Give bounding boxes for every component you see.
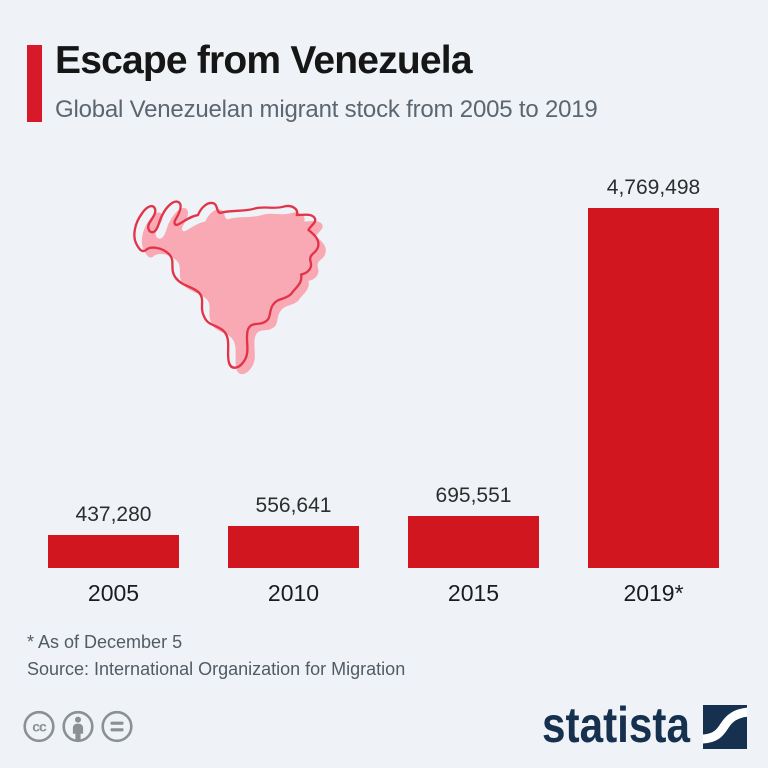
statista-wordmark: statista [542,701,691,751]
x-tick-label: 2015 [447,580,500,606]
bar [48,535,179,568]
page-subtitle: Global Venezuelan migrant stock from 200… [55,96,598,123]
bar-column-2010: 556,641 2010 [228,208,359,606]
cc-icon-text: cc [32,719,47,735]
bar-value-label: 556,641 [255,494,332,517]
statista-swoosh-icon [703,705,747,749]
title-accent-bar [27,45,42,122]
page-title: Escape from Venezuela [55,39,473,82]
bar [228,526,359,568]
venezuela-map-icon [133,200,326,375]
venezuela-map [100,180,332,384]
x-tick-label: 2019* [623,580,684,606]
bar-chart: 437,280 2005 556,641 2010 695,551 2015 4,769,4… [48,176,719,606]
license-icons[interactable]: cc [22,709,134,750]
bar-column-2019: 4,769,498 2019* [588,176,719,606]
bar-column-2015: 695,551 2015 [408,208,539,606]
bar-value-label: 437,280 [75,503,152,526]
source-note: Source: International Organization for M… [27,659,406,679]
statista-logo[interactable]: statista [542,701,747,751]
bar-value-label: 695,551 [435,484,512,507]
bar [408,516,539,568]
cc-icon[interactable]: cc [23,710,55,743]
x-tick-label: 2005 [87,580,140,606]
bar [588,208,719,568]
bar-column-2005: 437,280 2005 [48,208,179,606]
no-derivatives-icon[interactable] [101,710,133,743]
attribution-icon[interactable] [62,710,94,743]
statista-wordmark-text: statista [542,701,691,751]
bar-value-label: 4,769,498 [606,176,701,199]
x-tick-label: 2010 [267,580,320,606]
footnote-block: * As of December 5 Source: International… [27,629,405,683]
footnote-asterisk: * As of December 5 [27,632,183,652]
